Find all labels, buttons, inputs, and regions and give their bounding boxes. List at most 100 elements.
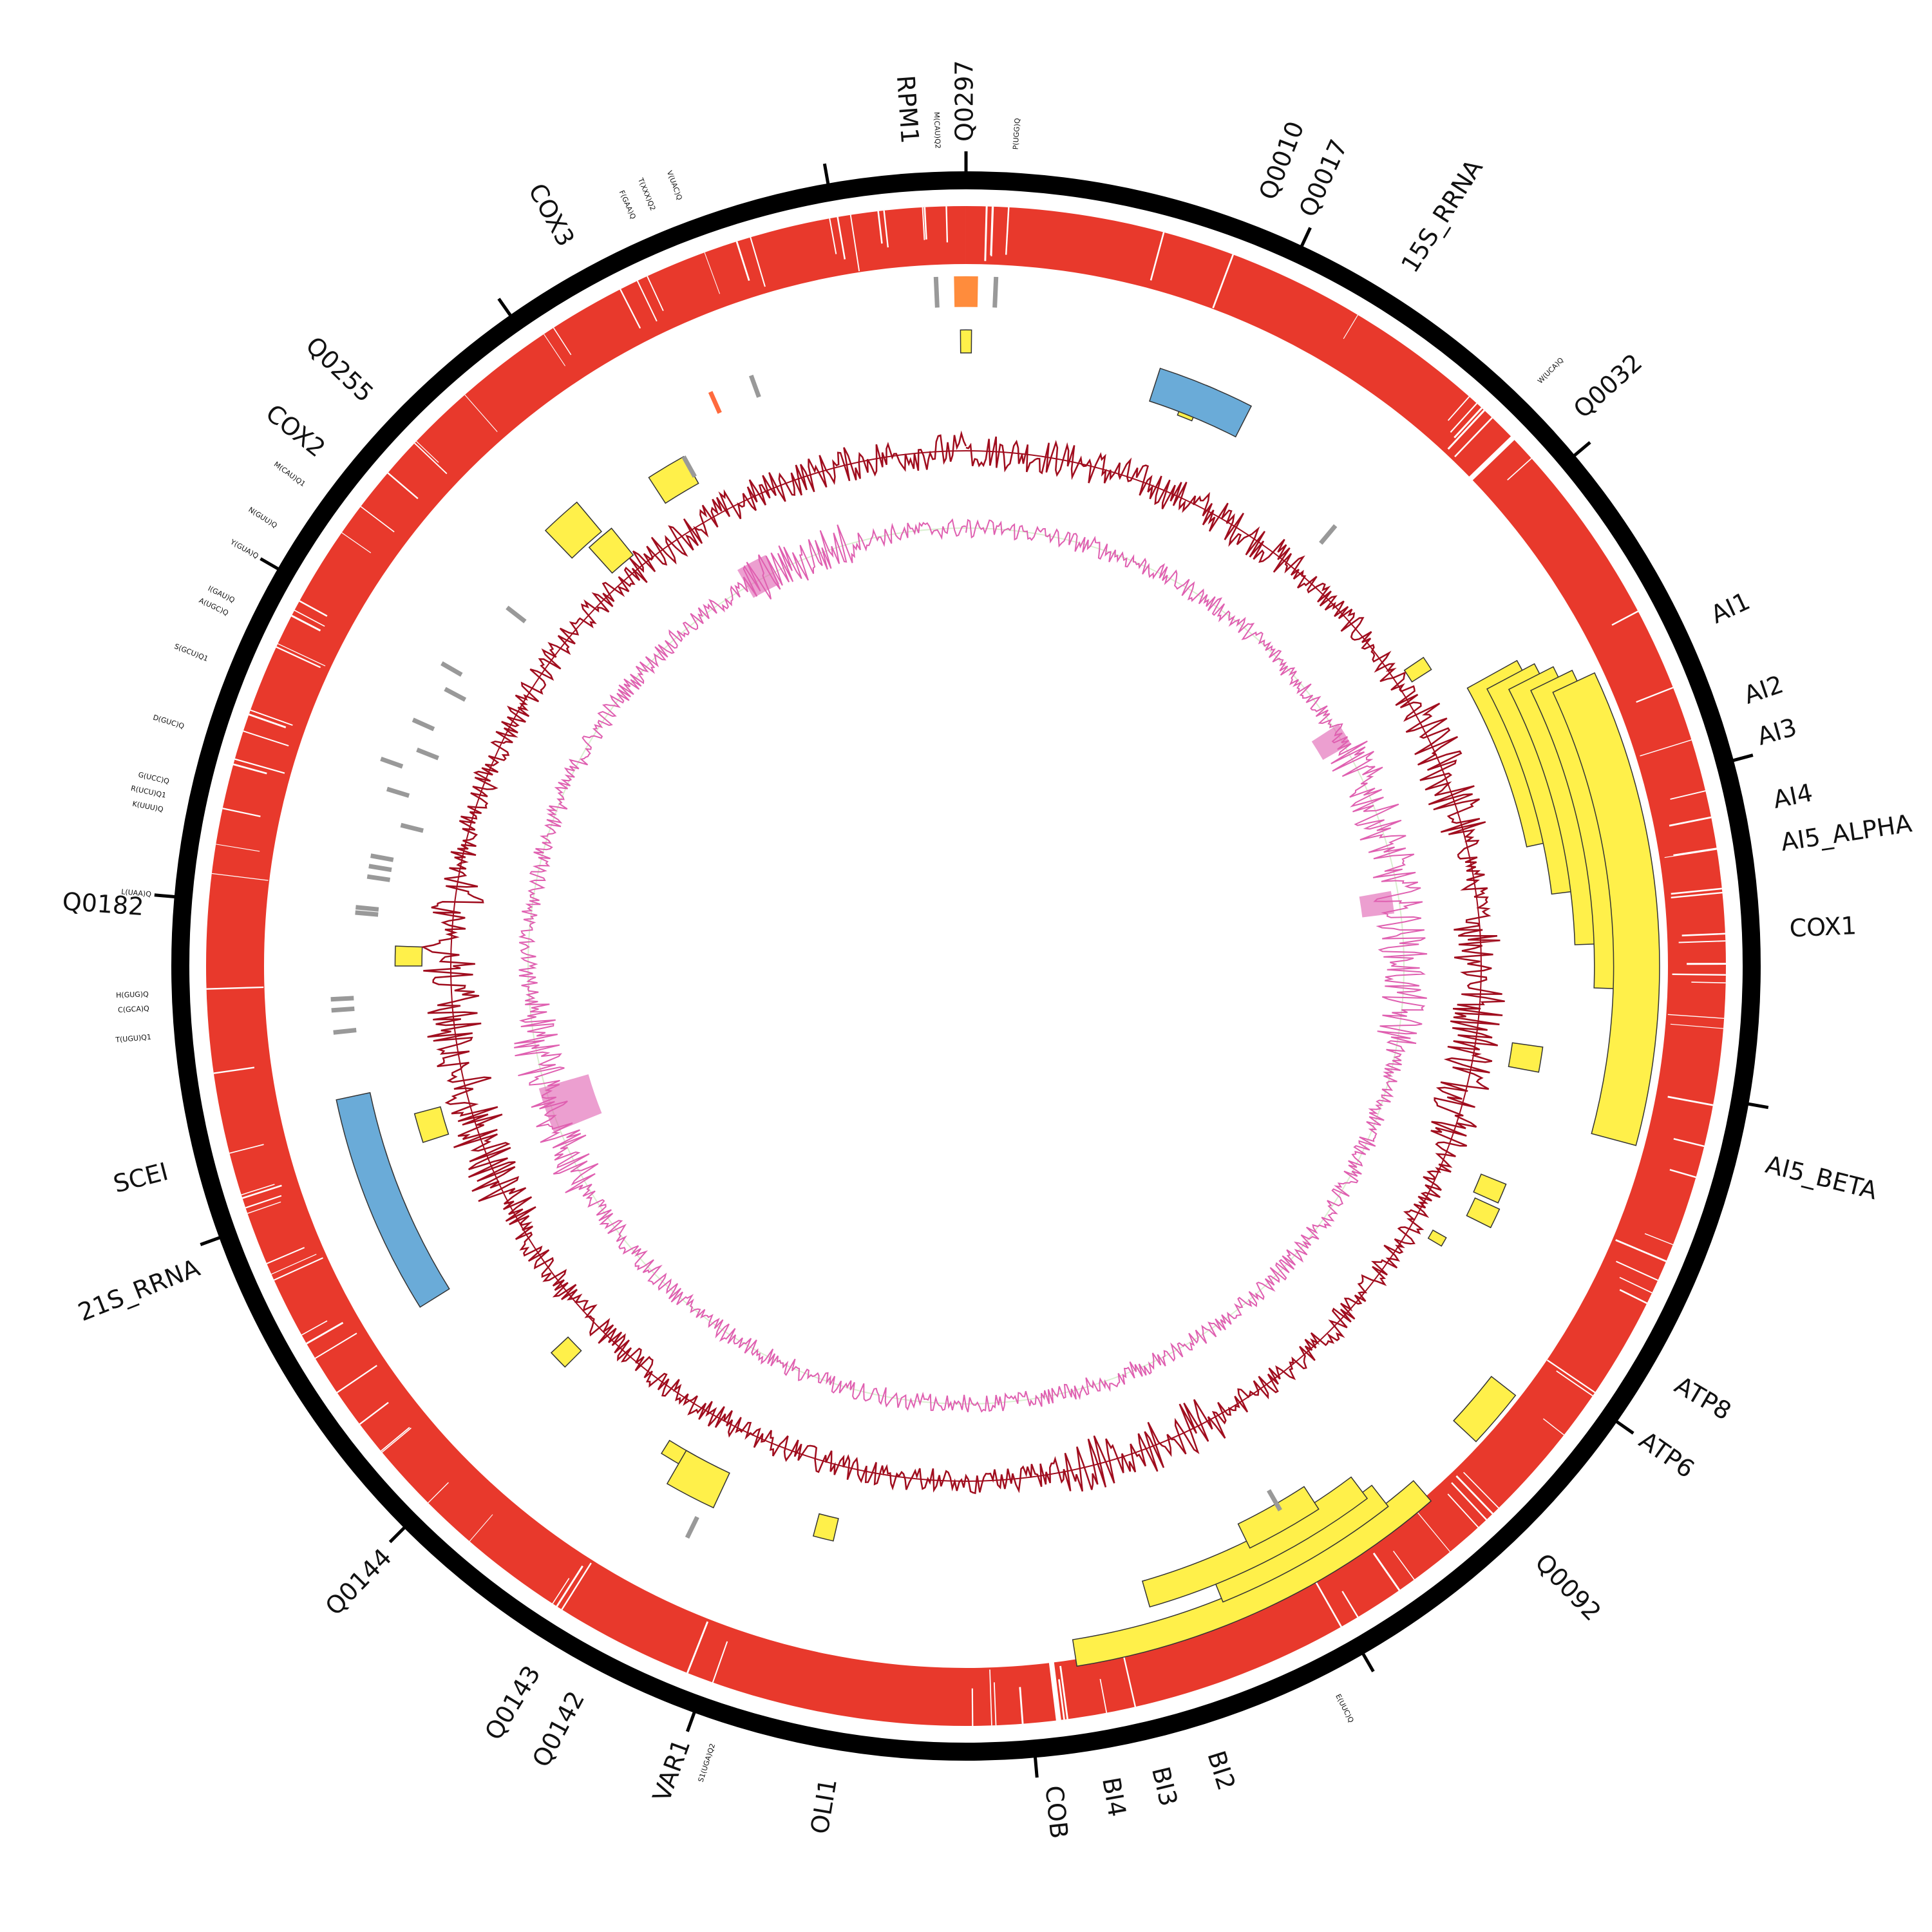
coverage-gap (206, 986, 264, 990)
coverage-gap (990, 206, 993, 256)
coverage-gap (1615, 1239, 1667, 1262)
gene-label: COB (1039, 1784, 1073, 1840)
coverage-gap (1542, 1418, 1564, 1435)
coverage-band (205, 206, 1726, 1726)
coverage-gap (1059, 1665, 1069, 1719)
coverage-gap (1454, 417, 1493, 458)
coverage-gap (1691, 981, 1726, 984)
gene-label: COX3 (523, 178, 580, 251)
coverage-gap (1447, 396, 1470, 421)
coverage-gap (387, 472, 419, 500)
coverage-gap (1315, 1582, 1342, 1627)
backbone-tick (1730, 753, 1754, 763)
trna-label: T(XXX)Q2 (636, 176, 658, 212)
gene-label: RPM1 (891, 74, 924, 144)
gene-label: Q0144 (320, 1543, 397, 1621)
coverage-gap (381, 1426, 410, 1452)
coverage-gap (647, 276, 664, 312)
gene-label: Q0010 (1253, 117, 1309, 204)
coverage-gap (232, 763, 267, 775)
coverage-gap (299, 600, 328, 617)
trna-mark (748, 374, 761, 398)
coverage-gap (620, 289, 641, 329)
gene-label: AI4 (1770, 779, 1815, 814)
coverage-gap (1681, 933, 1725, 937)
backbone-tick (1745, 1102, 1769, 1110)
coverage-gap (989, 1669, 992, 1726)
coverage-gap (1019, 1687, 1024, 1724)
coverage-ring (205, 206, 1726, 1726)
backbone-tick (497, 298, 513, 318)
coverage-gap (1058, 1679, 1065, 1720)
trna-mark (708, 391, 722, 414)
gene-box (1237, 1486, 1320, 1549)
coverage-gap (544, 334, 565, 366)
coverage-gap (687, 1621, 709, 1674)
gene-label: 21S_RRNA (74, 1253, 204, 1327)
coverage-gap (1611, 611, 1639, 626)
coverage-gap (1392, 1550, 1415, 1580)
coverage-gap (1640, 739, 1692, 757)
gene-label: Q0017 (1294, 135, 1354, 221)
gene-box (1466, 1197, 1501, 1229)
coverage-gap (247, 1201, 281, 1214)
gene-box (394, 945, 423, 967)
gene-box (413, 1106, 450, 1143)
coverage-gap (1669, 1169, 1696, 1179)
trna-label: S1(UGA)Q2 (697, 1743, 717, 1783)
gene-label: OLI1 (805, 1776, 842, 1836)
coverage-gap (829, 218, 837, 254)
trna-label: T(UGU)Q1 (115, 1033, 152, 1045)
gene-label: COX2 (261, 399, 331, 462)
coverage-gap (266, 1247, 305, 1264)
gene-box (544, 501, 603, 559)
gene-box (1403, 656, 1432, 683)
trna-mark (380, 756, 404, 769)
coverage-gap (636, 280, 658, 322)
coverage-gap (553, 327, 572, 355)
trna-label: D(GUC)Q (152, 713, 185, 730)
coverage-gap (1672, 973, 1726, 976)
backbone-tick (200, 1235, 223, 1247)
backbone-tick (1033, 1755, 1039, 1778)
coverage-gap (1447, 1493, 1479, 1528)
coverage-gap (1670, 1023, 1724, 1029)
trna-mark (681, 455, 697, 478)
rrna-box (336, 1092, 450, 1308)
coverage-gap (1463, 1472, 1499, 1509)
coverage-gap (359, 1401, 389, 1425)
coverage-gap (1454, 407, 1483, 439)
trna-mark (386, 786, 410, 798)
trna-mark (355, 910, 379, 917)
coverage-gap (1673, 848, 1718, 857)
coverage-gap (984, 206, 988, 261)
trna-mark (1319, 524, 1338, 545)
backbone-tick (822, 163, 830, 187)
gene-box (1427, 1229, 1447, 1247)
coverage-gap (464, 394, 498, 432)
trna-mark (333, 1028, 357, 1035)
gene-box (588, 527, 634, 574)
coverage-gap (1644, 1233, 1674, 1245)
trna-label: V(UAC)Q (665, 169, 684, 202)
gene-label: AI1 (1707, 587, 1754, 629)
trna-label: F(GAA)Q (618, 189, 638, 221)
coverage-gap (1667, 1014, 1725, 1019)
coverage-gap (250, 709, 293, 726)
trna-label: R(UCU)Q1 (130, 784, 167, 800)
coverage-gap (301, 1320, 328, 1336)
trna-label: M(CAU)Q1 (272, 460, 307, 488)
gene-label: Q0182 (61, 887, 144, 921)
gene-label: AI3 (1754, 713, 1800, 751)
gene-label: AI2 (1740, 670, 1786, 710)
gene-label: ATP6 (1634, 1426, 1700, 1484)
trna-mark (400, 822, 424, 833)
gene-label: BI2 (1202, 1747, 1240, 1794)
coverage-gap (1005, 207, 1010, 255)
gc-content-track (421, 430, 1505, 1495)
coverage-gap (294, 609, 325, 627)
trna-mark (506, 605, 527, 623)
backbone-tick (1614, 1419, 1634, 1435)
coverage-gap (1636, 687, 1674, 703)
